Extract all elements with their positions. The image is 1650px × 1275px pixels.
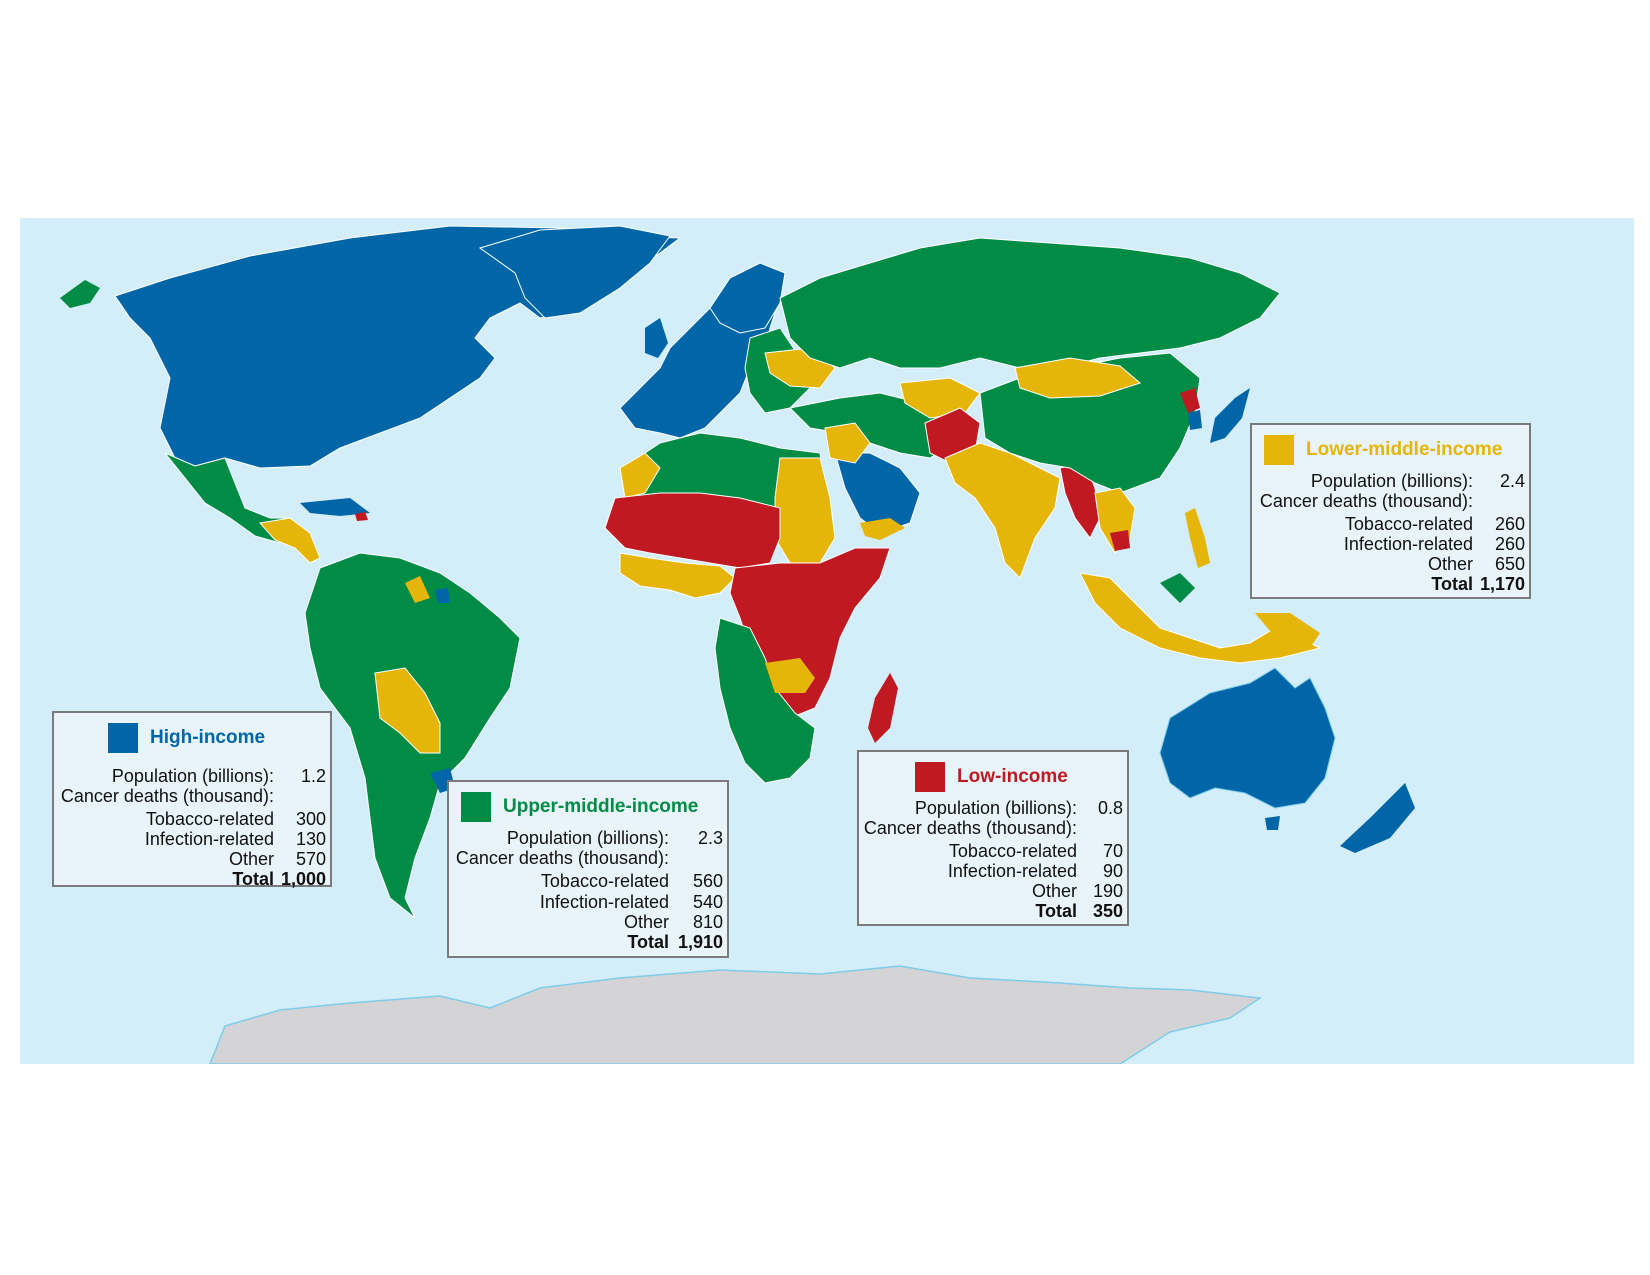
deaths-label: Cancer deaths (thousand): — [1259, 491, 1473, 511]
other-value: 650 — [1494, 554, 1525, 574]
legend-header: Upper-middle-income — [449, 790, 727, 824]
total-value: 350 — [1092, 901, 1123, 921]
total-label: Total — [1035, 901, 1077, 921]
region-cambodia — [1110, 530, 1130, 551]
population-label: Population (billions): — [914, 798, 1077, 818]
population-value: 2.3 — [697, 828, 723, 848]
region-arabia — [834, 452, 921, 534]
region-morocco-egypt — [619, 452, 661, 499]
total-value: 1,910 — [677, 932, 723, 952]
total-label: Total — [1431, 574, 1473, 594]
deaths-label: Cancer deaths (thousand): — [863, 818, 1077, 838]
region-uk — [645, 318, 668, 358]
legend-title: Upper-middle-income — [503, 796, 699, 817]
region-tasmania — [1265, 816, 1280, 830]
region-australia — [1159, 667, 1336, 809]
other-label: Other — [228, 849, 274, 869]
total-value: 1,000 — [280, 869, 326, 889]
swatch-upper-middle-income — [461, 792, 491, 822]
region-yemen — [860, 518, 905, 540]
tobacco-label: Tobacco-related — [145, 809, 274, 829]
total-label: Total — [232, 869, 274, 889]
region-japan — [1210, 388, 1250, 443]
region-png — [1255, 613, 1320, 648]
tobacco-value: 70 — [1102, 841, 1123, 861]
region-new-zealand — [1340, 783, 1415, 853]
swatch-low-income — [915, 762, 945, 792]
region-zambia — [765, 658, 815, 693]
other-value: 810 — [692, 912, 723, 932]
region-bolivia-paraguay — [374, 667, 441, 754]
legend-title: Low-income — [957, 766, 1068, 787]
region-scandinavia — [709, 262, 786, 334]
swatch-lower-middle-income — [1264, 435, 1294, 465]
legend-header: Lower-middle-income — [1252, 433, 1529, 467]
tobacco-value: 260 — [1494, 514, 1525, 534]
other-value: 190 — [1092, 881, 1123, 901]
region-korea-north — [1180, 388, 1200, 413]
tobacco-value: 560 — [692, 871, 723, 891]
population-label: Population (billions): — [111, 766, 274, 786]
region-mongolia — [1014, 357, 1142, 399]
infection-label: Infection-related — [144, 829, 274, 849]
legend-lower-middle-income: Lower-middle-income Population (billions… — [1250, 423, 1531, 599]
population-label: Population (billions): — [506, 828, 669, 848]
region-philippines — [1185, 508, 1210, 568]
region-guyana — [405, 576, 430, 603]
region-cuba — [300, 498, 370, 516]
legend-upper-middle-income: Upper-middle-income Population (billions… — [447, 780, 729, 958]
swatch-high-income — [108, 723, 138, 753]
antarctica — [209, 965, 1263, 1064]
region-central-america — [259, 517, 321, 564]
region-syria-iraq — [824, 422, 871, 464]
infection-label: Infection-related — [1343, 534, 1473, 554]
legend-low-income: Low-income Population (billions): 0.8 Can… — [857, 750, 1129, 926]
legend-high-income: High-income Population (billions): 1.2 Ca… — [52, 711, 332, 889]
infection-value: 90 — [1102, 861, 1123, 881]
deaths-label: Cancer deaths (thousand): — [60, 786, 274, 806]
region-malaysia — [1160, 573, 1195, 603]
total-value: 1,170 — [1479, 574, 1525, 594]
other-label: Other — [1427, 554, 1473, 574]
deaths-label: Cancer deaths (thousand): — [455, 848, 669, 868]
infection-label: Infection-related — [947, 861, 1077, 881]
infection-label: Infection-related — [539, 892, 669, 912]
population-label: Population (billions): — [1310, 471, 1473, 491]
tobacco-value: 300 — [295, 809, 326, 829]
other-label: Other — [1031, 881, 1077, 901]
legend-header: Low-income — [859, 760, 1127, 794]
legend-title: Lower-middle-income — [1306, 439, 1503, 460]
tobacco-label: Tobacco-related — [540, 871, 669, 891]
region-madagascar — [868, 673, 898, 743]
region-greenland — [478, 225, 671, 319]
region-russia — [779, 237, 1281, 369]
infection-value: 540 — [692, 892, 723, 912]
region-haiti — [355, 512, 368, 521]
other-value: 570 — [295, 849, 326, 869]
region-guiana — [435, 588, 450, 603]
other-label: Other — [623, 912, 669, 932]
infection-value: 260 — [1494, 534, 1525, 554]
region-west-africa — [619, 552, 736, 599]
region-alaska-islands — [60, 280, 100, 308]
tobacco-label: Tobacco-related — [1344, 514, 1473, 534]
region-korea-south — [1188, 410, 1202, 430]
tobacco-label: Tobacco-related — [948, 841, 1077, 861]
population-value: 2.4 — [1499, 471, 1525, 491]
world-income-map — [20, 218, 1634, 1064]
infection-value: 130 — [295, 829, 326, 849]
legend-title: High-income — [150, 727, 266, 748]
total-label: Total — [627, 932, 669, 952]
population-value: 0.8 — [1097, 798, 1123, 818]
legend-header: High-income — [54, 721, 330, 755]
population-value: 1.2 — [300, 766, 326, 786]
